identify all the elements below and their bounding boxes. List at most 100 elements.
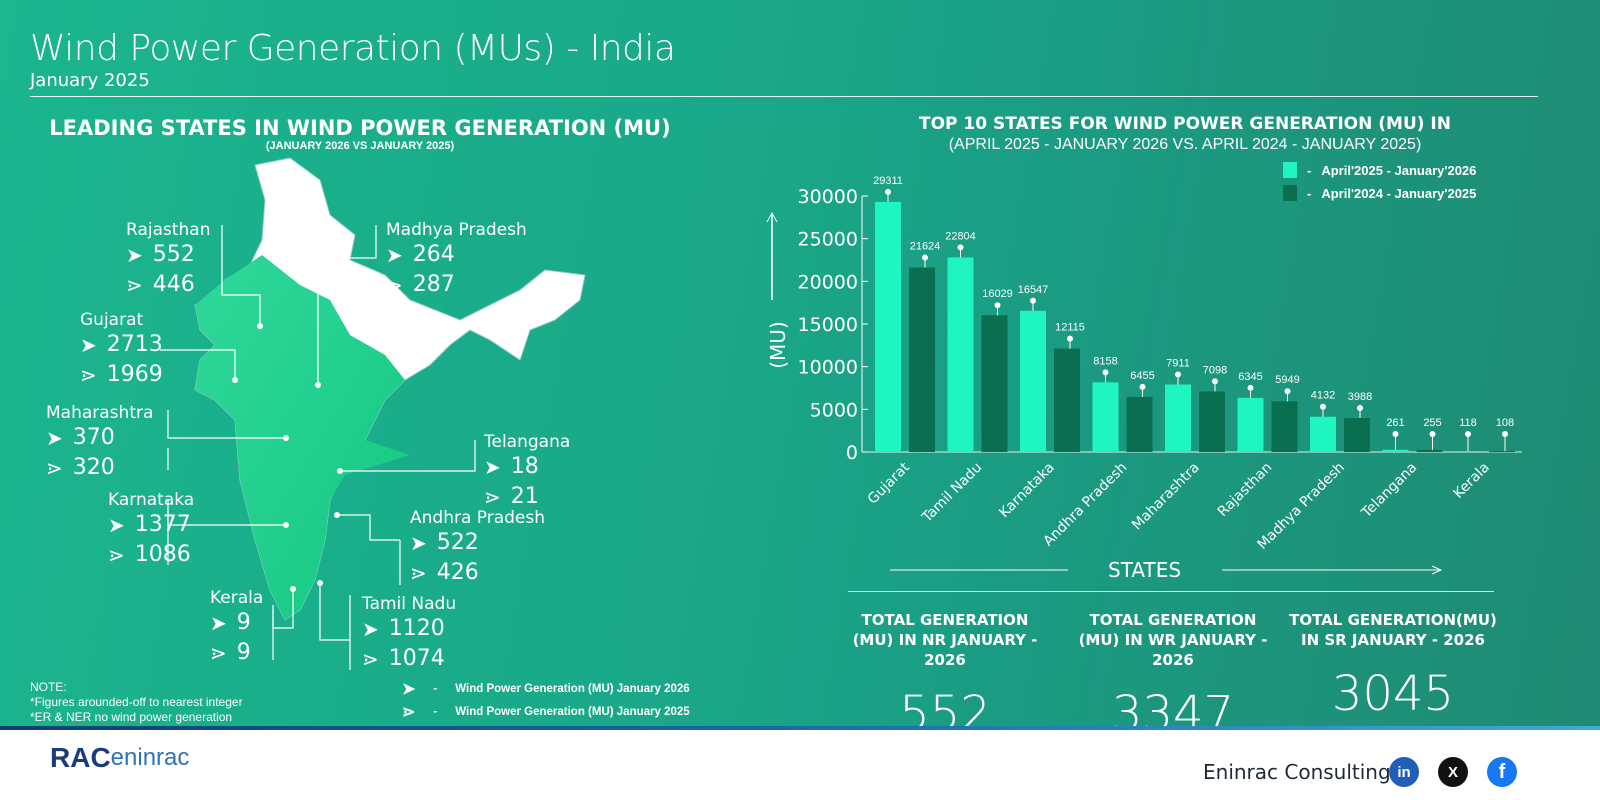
- bar-pin-head: [885, 188, 891, 195]
- callout-andhra-pradesh: Andhra Pradesh ➤ 522 ⋗ 426: [410, 508, 545, 588]
- bar: [981, 315, 1008, 452]
- y-tick-label: 30000: [798, 186, 858, 208]
- map-title: LEADING STATES IN WIND POWER GENERATION …: [49, 116, 671, 140]
- x-axis-arrowhead: [1431, 565, 1443, 575]
- filled-arrow-icon: ➤: [402, 681, 416, 698]
- x-tick-label: Tamil Nadu: [919, 460, 986, 527]
- x-tick-label: Karnataka: [996, 460, 1058, 522]
- bar-pin-head: [1392, 431, 1399, 437]
- india-map: [160, 157, 586, 670]
- bar: [1489, 451, 1515, 453]
- bar: [1310, 416, 1336, 452]
- legend-previous: - April'2024 - January'2025: [1283, 185, 1476, 201]
- divider: [848, 591, 1494, 592]
- bar-pin-head: [1067, 335, 1073, 342]
- x-axis-label: STATES: [1108, 558, 1182, 582]
- data-label: 22804: [945, 230, 976, 242]
- outline-arrow-icon: ⋗: [80, 363, 97, 387]
- bar: [1344, 417, 1370, 452]
- data-label: 108: [1496, 417, 1514, 429]
- bar-pin-head: [1030, 297, 1036, 304]
- map-subtitle: (JANUARY 2026 VS JANUARY 2025): [265, 140, 455, 152]
- total-nr: TOTAL GENERATION (MU) IN NR JANUARY - 20…: [852, 611, 1038, 742]
- bar: [1237, 397, 1264, 452]
- eninrac-logo: RAC eninrac: [50, 742, 190, 773]
- data-label: 255: [1423, 417, 1441, 429]
- bar: [947, 257, 974, 452]
- map-legend-2025: ⋗ - Wind Power Generation (MU) January 202…: [402, 704, 690, 721]
- outline-arrow-icon: ⋗: [410, 561, 427, 585]
- filled-arrow-icon: ➤: [386, 243, 403, 267]
- y-tick-label: 0: [846, 442, 858, 464]
- filled-arrow-icon: ➤: [108, 513, 125, 537]
- filled-arrow-icon: ➤: [80, 333, 97, 357]
- x-icon[interactable]: X: [1438, 757, 1468, 787]
- bar-pin-head: [922, 254, 928, 261]
- callout-telangana: Telangana ➤ 18 ⋗ 21: [484, 432, 570, 512]
- data-label: 3988: [1348, 391, 1372, 403]
- data-label: 4132: [1311, 390, 1335, 402]
- bar-pin-head: [1139, 383, 1146, 390]
- bar-pin-head: [1465, 431, 1471, 437]
- y-tick-label: 25000: [798, 229, 858, 251]
- callout-tamil-nadu: Tamil Nadu ➤ 1120 ⋗ 1074: [362, 594, 456, 674]
- y-tick-label: 15000: [798, 314, 858, 336]
- bar: [1199, 391, 1225, 452]
- filled-arrow-icon: ➤: [126, 243, 143, 267]
- footer-stripe: [0, 726, 1600, 730]
- facebook-icon[interactable]: f: [1487, 757, 1517, 787]
- data-label: 5949: [1275, 374, 1299, 386]
- x-tick-label: Maharashtra: [1129, 460, 1203, 534]
- outline-arrow-icon: ⋗: [386, 273, 403, 297]
- data-label: 16547: [1018, 284, 1049, 296]
- bar: [1271, 401, 1298, 452]
- bar: [1382, 449, 1409, 452]
- bar-pin-head: [1247, 384, 1254, 391]
- outline-arrow-icon: ⋗: [402, 704, 416, 721]
- callout-kerala: Kerala ➤ 9 ⋗ 9: [210, 588, 263, 668]
- filled-arrow-icon: ➤: [210, 611, 227, 635]
- bar: [1020, 310, 1046, 452]
- y-tick-label: 5000: [810, 399, 858, 421]
- data-label: 261: [1386, 417, 1404, 429]
- data-label: 6345: [1238, 371, 1262, 383]
- linkedin-icon[interactable]: in: [1389, 757, 1419, 787]
- bar-pin-head: [957, 244, 964, 251]
- bar-pin-head: [1357, 404, 1363, 411]
- brand-name: Eninrac Consulting: [1203, 760, 1391, 784]
- bar-pin-head: [1212, 378, 1218, 385]
- callout-maharashtra: Maharashtra ➤ 370 ⋗ 320: [46, 403, 153, 483]
- map-legend-2026: ➤ - Wind Power Generation (MU) January 202…: [402, 681, 690, 698]
- bar-pin-head: [1102, 369, 1109, 376]
- bar-pin-head: [1429, 431, 1436, 437]
- data-label: 6455: [1130, 370, 1154, 382]
- outline-arrow-icon: ⋗: [126, 273, 143, 297]
- wind-states-region: [195, 255, 410, 620]
- chart-title: TOP 10 STATES FOR WIND POWER GENERATION …: [918, 114, 1451, 134]
- outline-arrow-icon: ⋗: [46, 456, 63, 480]
- state-dots: [232, 323, 343, 592]
- bar: [1165, 384, 1191, 452]
- y-tick-label: 10000: [798, 357, 858, 379]
- callout-karnataka: Karnataka ➤ 1377 ⋗ 1086: [108, 490, 194, 570]
- chart-subtitle: (APRIL 2025 - JANUARY 2026 VS. APRIL 202…: [948, 136, 1422, 153]
- y-tick-label: 20000: [798, 271, 858, 293]
- y-axis-arrowhead: [766, 211, 778, 223]
- data-label: 8158: [1093, 355, 1117, 367]
- data-label: 29311: [873, 175, 903, 187]
- callout-lines: [160, 225, 476, 670]
- bar-pin-head: [1284, 388, 1291, 395]
- filled-arrow-icon: ➤: [362, 617, 379, 641]
- total-sr: TOTAL GENERATION(MU) IN SR JANUARY - 202…: [1289, 611, 1497, 722]
- bar-pin-head: [1502, 431, 1508, 437]
- bar-pin-head: [1175, 371, 1181, 378]
- page-subtitle: January 2025: [30, 70, 150, 91]
- bar: [1416, 449, 1443, 452]
- outline-arrow-icon: ⋗: [108, 543, 125, 567]
- data-label: 7098: [1203, 364, 1227, 376]
- page-title: Wind Power Generation (MUs) - India: [30, 28, 676, 69]
- outline-arrow-icon: ⋗: [362, 647, 379, 671]
- outline-arrow-icon: ⋗: [484, 485, 501, 509]
- bar: [909, 267, 935, 452]
- filled-arrow-icon: ➤: [410, 531, 427, 555]
